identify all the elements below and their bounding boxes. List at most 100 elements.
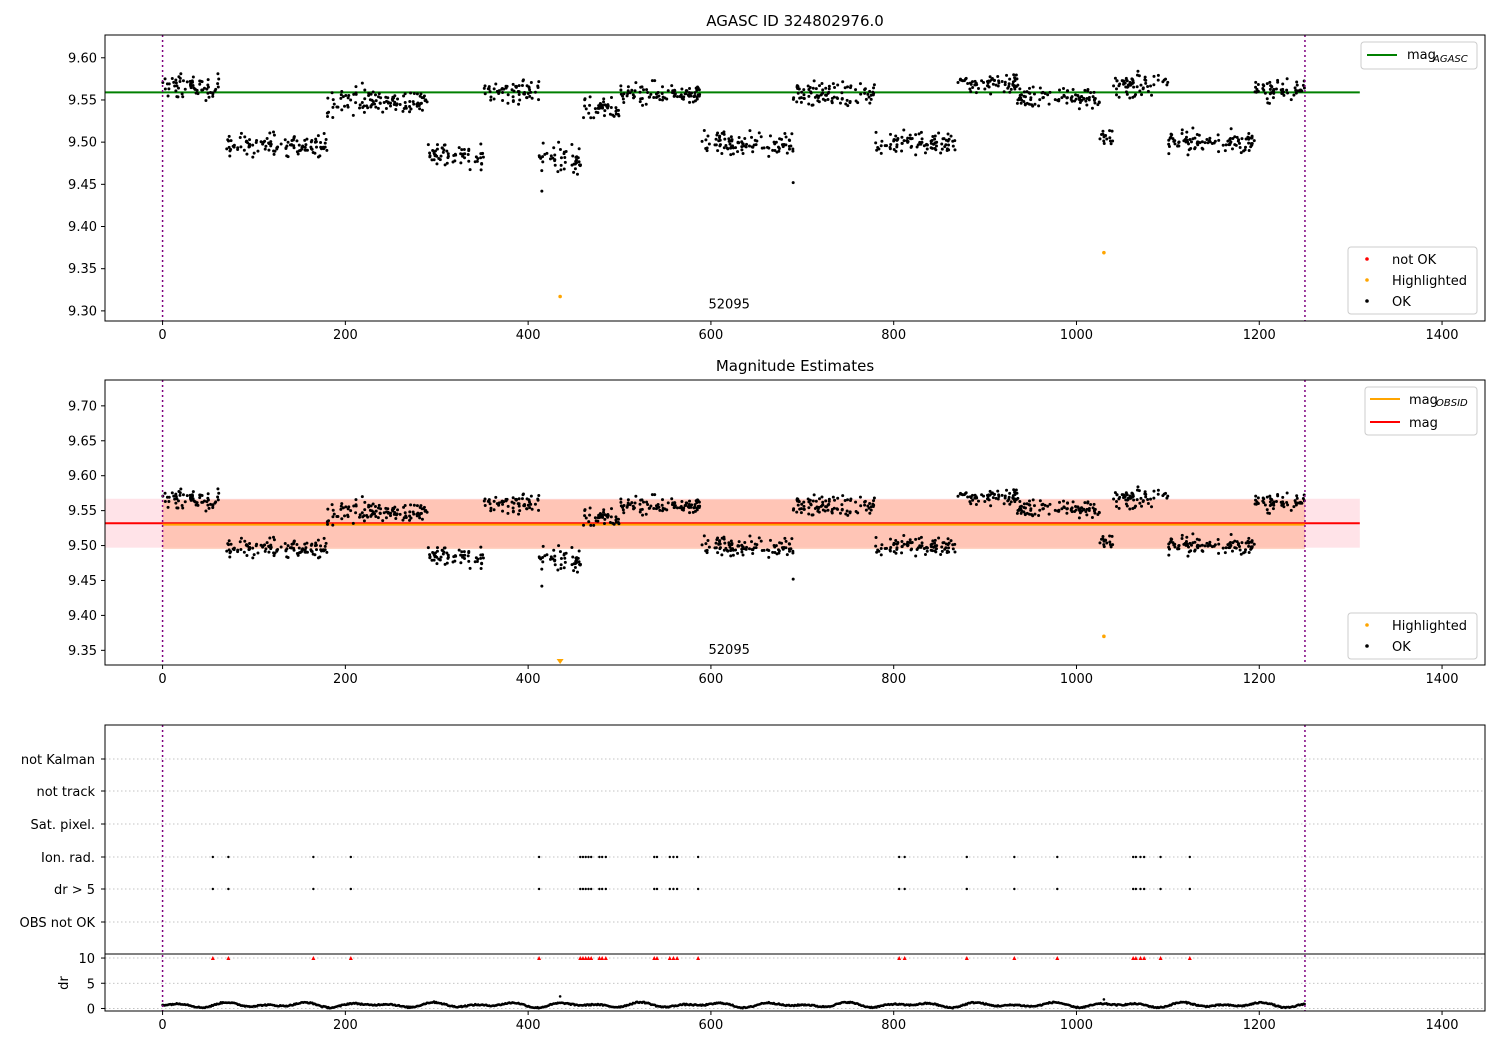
- ok-point: [1285, 88, 1289, 92]
- ok-point: [286, 155, 290, 159]
- ok-point: [693, 91, 697, 95]
- ok-point: [935, 140, 939, 144]
- ok-point: [787, 138, 791, 142]
- ok-point: [685, 501, 689, 505]
- ok-point: [167, 82, 171, 86]
- ok-point: [974, 81, 978, 85]
- ok-point: [812, 79, 816, 83]
- ok-point: [638, 502, 642, 506]
- ok-point: [807, 102, 811, 106]
- ok-point: [879, 547, 883, 551]
- ok-point: [785, 553, 789, 557]
- ok-point: [167, 495, 171, 499]
- ok-point: [889, 143, 893, 147]
- ok-point: [174, 501, 178, 505]
- ok-point: [316, 134, 320, 138]
- ok-point: [378, 511, 382, 515]
- ok-point: [791, 149, 795, 153]
- ok-point: [1286, 91, 1290, 95]
- ok-point: [900, 551, 904, 555]
- ok-point: [1031, 514, 1035, 518]
- ok-point: [183, 87, 187, 91]
- ok-point: [473, 160, 477, 164]
- ok-point: [420, 96, 424, 100]
- ok-point: [1239, 151, 1243, 155]
- ok-point: [1233, 546, 1237, 550]
- ok-point: [1247, 148, 1251, 152]
- x-tick-label: 1200: [1243, 328, 1276, 343]
- ion-rad-event: [655, 855, 659, 859]
- y-tick-label: 9.35: [68, 262, 97, 277]
- ok-point: [453, 559, 457, 563]
- ok-point: [299, 148, 303, 152]
- ok-point: [1109, 142, 1113, 146]
- ok-point: [206, 85, 210, 89]
- ok-point: [489, 506, 493, 510]
- dr-point: [1102, 998, 1106, 1001]
- ok-point: [593, 516, 597, 520]
- ok-point: [649, 92, 653, 96]
- ok-point: [430, 158, 434, 162]
- ok-point: [1000, 493, 1004, 497]
- ok-point: [1301, 83, 1305, 87]
- ok-point: [1302, 86, 1306, 90]
- ok-point: [582, 116, 586, 120]
- ok-point: [1230, 549, 1234, 553]
- ok-point: [445, 551, 449, 555]
- ok-point: [175, 497, 179, 501]
- ok-point: [517, 497, 521, 501]
- ok-point: [1167, 152, 1171, 156]
- ok-point: [386, 96, 390, 100]
- ok-point: [437, 557, 441, 561]
- ok-point: [1292, 93, 1296, 97]
- ok-point: [974, 91, 978, 95]
- ok-point: [1205, 138, 1209, 142]
- ok-point: [802, 507, 806, 511]
- ok-point: [434, 554, 438, 558]
- not-ok-dr-marker: [671, 956, 676, 961]
- ok-point: [1080, 95, 1084, 99]
- ok-point: [946, 139, 950, 143]
- ok-point: [1126, 83, 1130, 87]
- ok-point: [483, 92, 487, 96]
- ok-point: [924, 143, 928, 147]
- ok-point: [1252, 139, 1256, 143]
- ok-point: [700, 139, 704, 143]
- ok-point: [206, 503, 210, 507]
- ok-point: [863, 500, 867, 504]
- ok-point: [520, 497, 524, 501]
- ok-point: [868, 511, 872, 515]
- ok-point: [1270, 85, 1274, 89]
- ok-point: [304, 546, 308, 550]
- ok-point: [1144, 495, 1148, 499]
- ok-point: [541, 544, 545, 548]
- ok-point: [272, 538, 276, 542]
- ok-point: [1014, 488, 1018, 492]
- ok-point: [1031, 85, 1035, 89]
- ok-point: [642, 500, 646, 504]
- ok-point: [752, 546, 756, 550]
- ok-point: [1015, 511, 1019, 515]
- ok-point: [1186, 554, 1190, 558]
- ok-point: [1185, 130, 1189, 134]
- ok-point: [299, 550, 303, 554]
- ok-point: [395, 512, 399, 516]
- ok-point: [1272, 87, 1276, 91]
- ok-point: [412, 92, 416, 96]
- ok-point: [920, 137, 924, 141]
- ok-point: [510, 500, 514, 504]
- ok-point: [552, 146, 556, 150]
- ok-point: [537, 493, 541, 497]
- ok-point: [564, 551, 568, 555]
- ok-point: [757, 536, 761, 540]
- ok-point: [849, 497, 853, 501]
- ok-point: [919, 130, 923, 134]
- ok-point: [352, 92, 356, 96]
- ok-point: [1062, 506, 1066, 510]
- ok-point: [725, 146, 729, 150]
- ok-point: [1122, 79, 1126, 83]
- ok-point: [227, 145, 231, 149]
- ok-point: [795, 510, 799, 514]
- ok-point: [968, 495, 972, 499]
- ok-point: [1162, 492, 1166, 496]
